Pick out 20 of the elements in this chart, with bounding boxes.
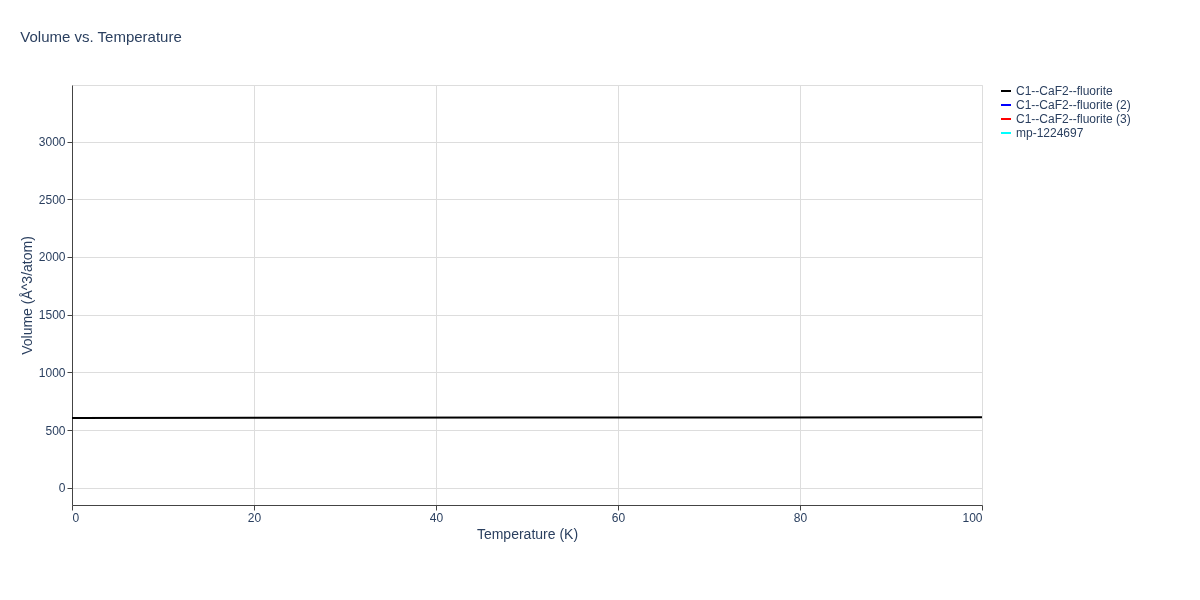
x-tick-label: 100 — [962, 510, 983, 525]
y-tick-label: 2500 — [38, 192, 66, 207]
y-tick-label: 1000 — [38, 365, 66, 380]
x-tick-label: 40 — [429, 510, 444, 525]
y-tick-label: 0 — [58, 481, 66, 496]
chart-title: Volume vs. Temperature — [20, 28, 182, 45]
y-tick-label: 500 — [45, 423, 66, 438]
y-tick-label: 3000 — [38, 135, 66, 150]
legend-label: C1--CaF2--fluorite — [1016, 84, 1114, 98]
legend-label: C1--CaF2--fluorite (3) — [1016, 112, 1131, 126]
legend-label: mp-1224697 — [1016, 126, 1084, 140]
y-tick-label: 2000 — [38, 250, 66, 265]
x-axis-title: Temperature (K) — [476, 525, 579, 542]
legend-label: C1--CaF2--fluorite (2) — [1016, 98, 1131, 112]
x-tick-label: 80 — [793, 510, 808, 525]
x-tick-label: 0 — [72, 510, 80, 525]
x-tick-label: 20 — [247, 510, 262, 525]
y-axis-title: Volume (Å^3/atom) — [18, 236, 35, 355]
y-tick-label: 1500 — [38, 308, 66, 323]
x-tick-label: 60 — [611, 510, 626, 525]
